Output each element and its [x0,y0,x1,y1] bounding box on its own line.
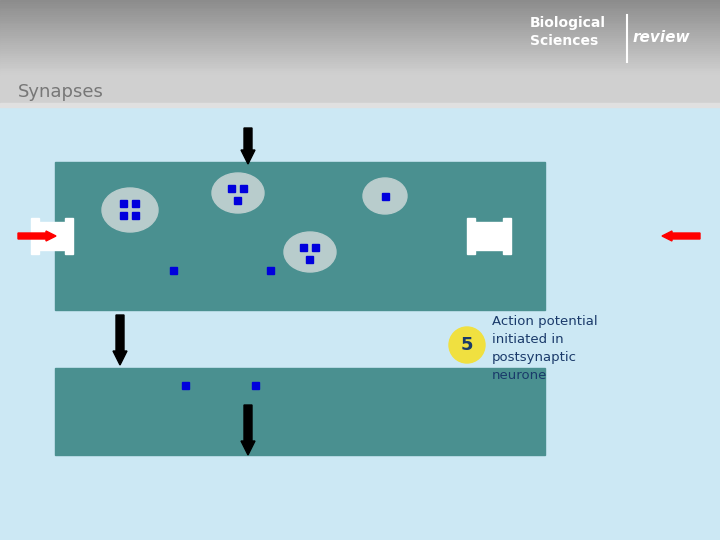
Bar [0,60,720,63]
Bar [132,199,138,206]
Bar [38,222,66,250]
Bar [312,244,318,251]
Ellipse shape [363,178,407,214]
Bar [169,267,176,273]
Bar [0,62,720,64]
Circle shape [449,327,485,363]
Bar [0,73,720,76]
Bar [240,185,246,192]
Bar [55,162,545,310]
Bar [0,56,720,59]
FancyArrow shape [241,128,255,164]
Bar [0,30,720,32]
Bar [0,17,720,19]
Text: Synapses: Synapses [18,83,104,101]
Bar [0,47,720,49]
Bar [0,52,720,55]
Text: neurone: neurone [492,369,547,382]
Text: postsynaptic: postsynaptic [492,351,577,364]
Text: review: review [633,30,690,45]
Text: Action potential: Action potential [492,315,598,328]
Bar [0,33,720,36]
Bar [0,2,720,4]
Bar [181,381,189,388]
Bar [251,381,258,388]
FancyArrow shape [241,405,255,455]
Ellipse shape [102,188,158,232]
Bar [0,32,720,34]
Bar [0,9,720,12]
Bar [233,197,240,204]
Bar [0,51,720,53]
Bar [0,107,720,540]
Bar [0,103,720,107]
Bar [0,66,720,68]
Bar [132,212,138,219]
Bar [0,43,720,45]
FancyArrow shape [662,231,700,241]
Ellipse shape [212,173,264,213]
Bar [120,212,127,219]
Bar [120,199,127,206]
Bar [0,69,720,72]
Bar [0,24,720,27]
Bar [0,19,720,21]
Bar [0,15,720,17]
Bar [0,68,720,70]
Bar [0,13,720,16]
Bar [0,0,720,2]
Bar [0,55,720,57]
Bar [305,255,312,262]
Bar [0,49,720,51]
Text: Biological
Sciences: Biological Sciences [530,16,606,48]
Bar [467,218,475,254]
Bar [0,28,720,30]
Bar [0,36,720,38]
Bar [266,267,274,273]
Bar [0,71,720,73]
Bar [0,41,720,44]
Bar [0,21,720,23]
Bar [31,218,39,254]
Bar [65,218,73,254]
Bar [0,23,720,25]
Text: 5: 5 [461,336,473,354]
Bar [475,222,503,250]
Bar [300,244,307,251]
Bar [0,11,720,14]
Bar [503,218,511,254]
Bar [0,26,720,29]
Bar [0,39,720,42]
Bar [382,192,389,199]
Bar [0,4,720,6]
FancyArrow shape [18,231,56,241]
Bar [0,75,720,103]
Bar [55,368,545,455]
Bar [0,8,720,10]
Text: initiated in: initiated in [492,333,564,346]
Bar [0,5,720,8]
Bar [0,64,720,66]
FancyArrow shape [113,315,127,365]
Bar [0,37,720,40]
Bar [0,45,720,48]
Bar [228,185,235,192]
Bar [0,58,720,60]
Ellipse shape [284,232,336,272]
